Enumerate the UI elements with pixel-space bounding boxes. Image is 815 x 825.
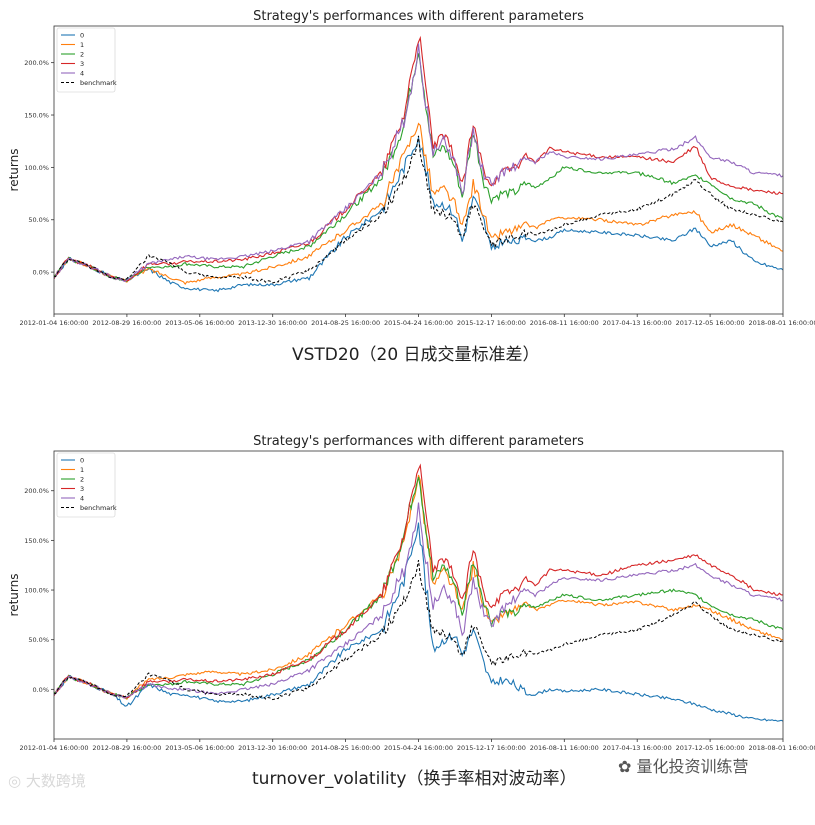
watermark-left: ◎ 大数跨境 (8, 772, 86, 790)
c2-ylabel: returns (7, 574, 21, 617)
c2-title: Strategy's performances with different p… (253, 434, 584, 449)
c1-legend-label-4: 4 (80, 69, 84, 77)
c1-series-4 (54, 43, 783, 283)
c1-series-benchmark (54, 135, 783, 284)
c1-title: Strategy's performances with different p… (253, 9, 584, 24)
c1-ytick-label: 200.0% (24, 59, 49, 67)
c1-xtick-label: 2017-04-13 16:00:00 (603, 319, 672, 327)
c2-legend-label-4: 4 (80, 494, 84, 502)
caption-vstd20: VSTD20（20 日成交量标准差） (292, 345, 540, 365)
c2-legend-label-0: 0 (80, 456, 84, 464)
c2-ytick-label: 0.0% (32, 686, 49, 694)
eye-icon: ◎ (8, 772, 22, 790)
c2-series-4 (54, 502, 783, 699)
c1-series-2 (54, 53, 783, 283)
c2-series-3 (54, 463, 783, 698)
c2-series-2 (54, 476, 783, 699)
c1-xtick-label: 2012-01-04 16:00:00 (19, 319, 88, 327)
c1-ytick-label: 50.0% (28, 216, 49, 224)
c1-xtick-label: 2016-08-11 16:00:00 (530, 319, 599, 327)
c2-legend-label-3: 3 (80, 485, 84, 493)
c2-legend-label-2: 2 (80, 475, 84, 483)
c1-xtick-label: 2015-04-24 16:00:00 (384, 319, 453, 327)
c1-plot-frame (53, 25, 784, 315)
c1-legend-label-benchmark: benchmark (80, 79, 117, 87)
c2-legend-label-1: 1 (80, 466, 84, 474)
c1-xtick-label: 2015-12-17 16:00:00 (457, 319, 526, 327)
c1-ytick-label: 100.0% (24, 164, 49, 172)
c2-legend-label-benchmark: benchmark (80, 504, 117, 512)
c1-xtick-label: 2012-08-29 16:00:00 (92, 319, 161, 327)
chart-vstd20: Strategy's performances with different p… (7, 9, 815, 327)
c2-xtick-label: 2014-08-25 16:00:00 (311, 744, 380, 752)
c2-xtick-label: 2017-12-05 16:00:00 (676, 744, 745, 752)
c2-series-0 (54, 522, 783, 722)
c2-ytick-label: 150.0% (24, 537, 49, 545)
c1-legend-label-1: 1 (80, 41, 84, 49)
c1-legend-label-3: 3 (80, 60, 84, 68)
c2-xtick-label: 2016-08-11 16:00:00 (530, 744, 599, 752)
c2-xtick-label: 2017-04-13 16:00:00 (603, 744, 672, 752)
c1-xtick-label: 2017-12-05 16:00:00 (676, 319, 745, 327)
wechat-icon: ✿ (618, 757, 632, 776)
caption-turnover-volatility: turnover_volatility（换手率相对波动率） (252, 769, 577, 789)
c1-series-3 (54, 35, 783, 282)
c1-xtick-label: 2014-08-25 16:00:00 (311, 319, 380, 327)
chart-turnover-volatility: Strategy's performances with different p… (7, 434, 815, 752)
c2-xtick-label: 2015-12-17 16:00:00 (457, 744, 526, 752)
c2-xtick-label: 2013-12-30 16:00:00 (238, 744, 307, 752)
c2-plot-frame (53, 450, 784, 740)
c1-xtick-label: 2013-12-30 16:00:00 (238, 319, 307, 327)
c1-xtick-label: 2018-08-01 16:00:00 (748, 319, 815, 327)
c2-xtick-label: 2012-01-04 16:00:00 (19, 744, 88, 752)
c2-ytick-label: 100.0% (24, 587, 49, 595)
c2-series-1 (54, 474, 783, 700)
c1-legend-label-0: 0 (80, 31, 84, 39)
c1-legend-label-2: 2 (80, 50, 84, 58)
c2-xtick-label: 2013-05-06 16:00:00 (165, 744, 234, 752)
c1-ytick-label: 0.0% (32, 269, 49, 277)
c1-ytick-label: 150.0% (24, 112, 49, 120)
c2-xtick-label: 2012-08-29 16:00:00 (92, 744, 161, 752)
c2-ytick-label: 200.0% (24, 487, 49, 495)
c2-xtick-label: 2015-04-24 16:00:00 (384, 744, 453, 752)
c1-xtick-label: 2013-05-06 16:00:00 (165, 319, 234, 327)
watermark-right: ✿ 量化投资训练营 (618, 757, 749, 776)
c2-ytick-label: 50.0% (28, 636, 49, 644)
c1-ylabel: returns (7, 149, 21, 192)
c1-series-0 (54, 137, 783, 293)
c2-xtick-label: 2018-08-01 16:00:00 (748, 744, 815, 752)
c2-series-benchmark (54, 560, 783, 701)
c1-series-1 (54, 122, 783, 286)
